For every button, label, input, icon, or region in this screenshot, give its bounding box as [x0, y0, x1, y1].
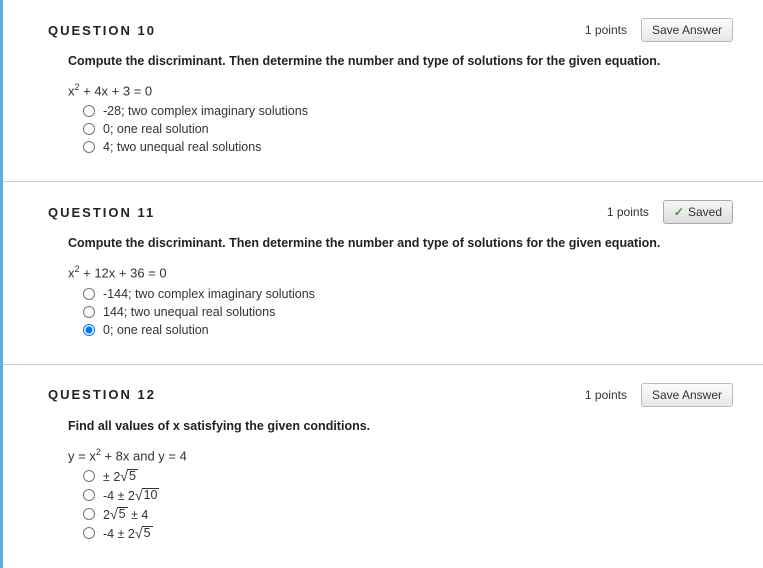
option-row[interactable]: -4 ± 2√5	[83, 524, 733, 543]
question-header: QUESTION 12 1 points Save Answer	[48, 383, 733, 407]
question-header: QUESTION 10 1 points Save Answer	[48, 18, 733, 42]
question-block: QUESTION 10 1 points Save Answer Compute th…	[3, 0, 763, 182]
question-block: QUESTION 11 1 points ✓ Saved Compute the dis…	[3, 182, 763, 364]
option-label: 144; two unequal real solutions	[103, 305, 275, 319]
options-list: -28; two complex imaginary solutions 0; o…	[83, 102, 733, 156]
question-points: 1 points	[601, 201, 655, 223]
save-answer-button[interactable]: Save Answer	[641, 383, 733, 407]
option-radio[interactable]	[83, 105, 95, 117]
question-header-right: 1 points Save Answer	[579, 18, 733, 42]
option-row[interactable]: 4; two unequal real solutions	[83, 138, 733, 156]
option-row[interactable]: 2√5 ± 4	[83, 505, 733, 524]
option-row[interactable]: 0; one real solution	[83, 120, 733, 138]
option-row[interactable]: 144; two unequal real solutions	[83, 303, 733, 321]
option-row[interactable]: -144; two complex imaginary solutions	[83, 285, 733, 303]
question-points: 1 points	[579, 384, 633, 406]
option-radio[interactable]	[83, 508, 95, 520]
option-radio[interactable]	[83, 288, 95, 300]
question-block: QUESTION 12 1 points Save Answer Find all v…	[3, 365, 763, 568]
question-header-right: 1 points Save Answer	[579, 383, 733, 407]
option-radio[interactable]	[83, 123, 95, 135]
question-points: 1 points	[579, 19, 633, 41]
option-label: -4 ± 2√5	[103, 526, 153, 541]
question-prompt: Find all values of x satisfying the give…	[68, 419, 733, 433]
question-number: QUESTION 12	[48, 387, 156, 402]
question-prompt: Compute the discriminant. Then determine…	[68, 236, 733, 250]
option-row[interactable]: -28; two complex imaginary solutions	[83, 102, 733, 120]
option-label: -4 ± 2√10	[103, 488, 159, 503]
save-answer-button[interactable]: Save Answer	[641, 18, 733, 42]
option-label: 0; one real solution	[103, 323, 209, 337]
question-number: QUESTION 11	[48, 205, 155, 220]
options-list: -144; two complex imaginary solutions 144…	[83, 285, 733, 339]
option-radio[interactable]	[83, 470, 95, 482]
option-radio[interactable]	[83, 324, 95, 336]
option-radio[interactable]	[83, 489, 95, 501]
question-number: QUESTION 10	[48, 23, 156, 38]
option-label: ± 2√5	[103, 469, 138, 484]
question-header: QUESTION 11 1 points ✓ Saved	[48, 200, 733, 224]
option-label: 0; one real solution	[103, 122, 209, 136]
options-list: ± 2√5 -4 ± 2√10 2√5 ± 4 -4 ± 2√5	[83, 467, 733, 543]
check-icon: ✓	[674, 205, 684, 219]
option-radio[interactable]	[83, 306, 95, 318]
quiz-page: QUESTION 10 1 points Save Answer Compute th…	[0, 0, 763, 568]
option-label: 2√5 ± 4	[103, 507, 148, 522]
option-radio[interactable]	[83, 141, 95, 153]
question-prompt: Compute the discriminant. Then determine…	[68, 54, 733, 68]
saved-label: Saved	[688, 205, 722, 219]
option-radio[interactable]	[83, 527, 95, 539]
option-label: 4; two unequal real solutions	[103, 140, 261, 154]
option-label: -28; two complex imaginary solutions	[103, 104, 308, 118]
option-row[interactable]: -4 ± 2√10	[83, 486, 733, 505]
question-equation: x2 + 12x + 36 = 0	[68, 264, 733, 280]
question-equation: y = x2 + 8x and y = 4	[68, 447, 733, 463]
option-label: -144; two complex imaginary solutions	[103, 287, 315, 301]
question-header-right: 1 points ✓ Saved	[601, 200, 733, 224]
question-equation: x2 + 4x + 3 = 0	[68, 82, 733, 98]
option-row[interactable]: 0; one real solution	[83, 321, 733, 339]
saved-indicator[interactable]: ✓ Saved	[663, 200, 733, 224]
option-row[interactable]: ± 2√5	[83, 467, 733, 486]
